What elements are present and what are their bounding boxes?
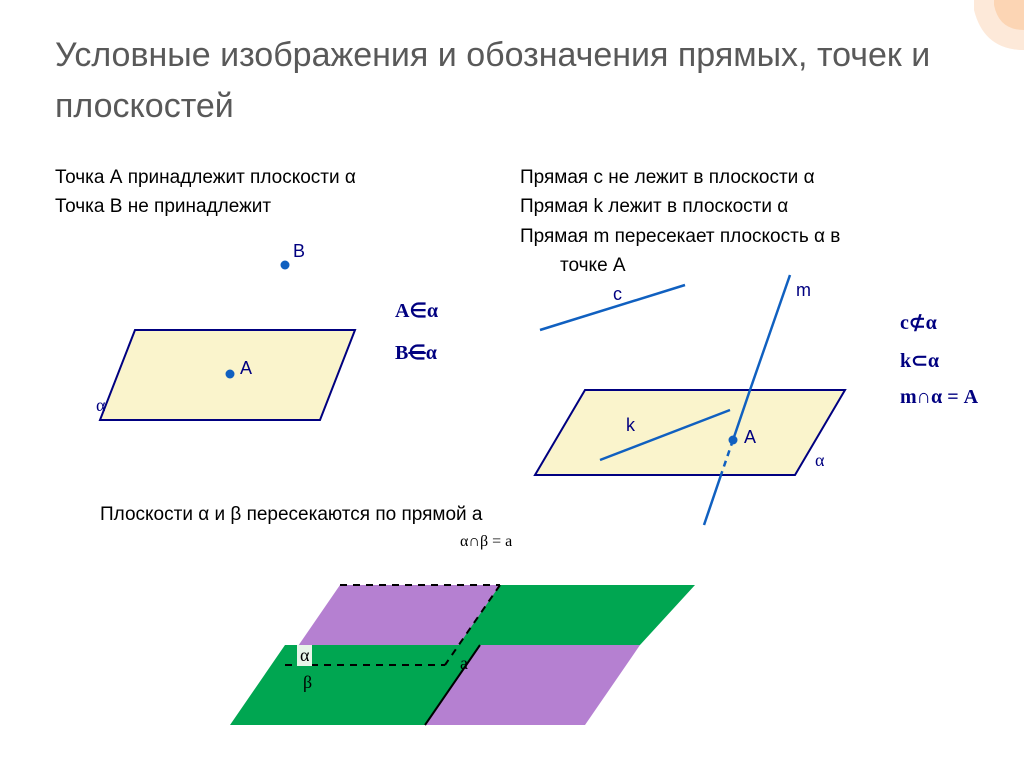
slide-title: Условные изображения и обозначения прямы… (55, 30, 955, 132)
label-m: m (796, 280, 811, 301)
label-k: k (626, 415, 635, 436)
left-line2: Точка В не принадлежит (55, 192, 356, 221)
formula-c-notsubset: c⊄α (900, 310, 937, 335)
left-text-block: Точка А принадлежит плоскости α Точка В … (55, 163, 356, 222)
formula-alpha-cap-beta: α∩β = a (460, 533, 512, 551)
bottom-text: Плоскости α и β пересекаются по прямой а (100, 500, 482, 529)
diagram-lines-plane (515, 275, 875, 535)
right-line2: Прямая k лежит в плоскости α (520, 192, 840, 221)
label-alpha-3: α (297, 645, 312, 666)
label-c: c (613, 284, 622, 305)
label-B: B (293, 241, 305, 262)
right-line3: Прямая m пересекает плоскость α в (520, 222, 840, 251)
formula-k-subset: k⊂α (900, 348, 939, 373)
label-a: a (460, 653, 468, 674)
formula-A-in-alpha: A∈α (395, 298, 438, 323)
label-alpha-2: α (815, 450, 824, 471)
formula-m-cap-alpha: m∩α = A (900, 386, 978, 409)
label-beta: β (303, 672, 312, 693)
label-A-2: A (744, 427, 756, 448)
diagram-point-plane (75, 250, 355, 450)
label-alpha-1: α (96, 395, 105, 416)
right-line1: Прямая с не лежит в плоскости α (520, 163, 840, 192)
corner-decoration (974, 0, 1024, 50)
label-A-1: A (240, 358, 252, 379)
right-text-block: Прямая с не лежит в плоскости α Прямая k… (520, 163, 840, 281)
left-line1: Точка А принадлежит плоскости α (55, 163, 356, 192)
formula-B-notin-alpha: B∈α (395, 340, 437, 365)
